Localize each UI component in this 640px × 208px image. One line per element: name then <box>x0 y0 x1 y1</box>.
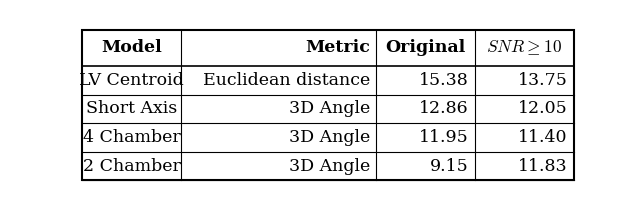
Text: 9.15: 9.15 <box>430 157 468 175</box>
Text: 11.83: 11.83 <box>518 157 568 175</box>
Text: Euclidean distance: Euclidean distance <box>203 72 370 89</box>
Text: Model: Model <box>102 39 163 56</box>
Text: 12.86: 12.86 <box>419 100 468 117</box>
Text: Original: Original <box>385 39 465 56</box>
Text: 12.05: 12.05 <box>518 100 568 117</box>
Text: Metric: Metric <box>305 39 370 56</box>
Text: Short Axis: Short Axis <box>86 100 177 117</box>
Text: 4 Chamber: 4 Chamber <box>83 129 180 146</box>
Text: 3D Angle: 3D Angle <box>289 100 370 117</box>
Text: 11.40: 11.40 <box>518 129 568 146</box>
Text: 3D Angle: 3D Angle <box>289 129 370 146</box>
Text: LV Centroid: LV Centroid <box>79 72 184 89</box>
Text: 3D Angle: 3D Angle <box>289 157 370 175</box>
Text: 13.75: 13.75 <box>518 72 568 89</box>
Text: 11.95: 11.95 <box>419 129 468 146</box>
Text: $SNR\geq 10$: $SNR\geq 10$ <box>486 38 562 57</box>
Text: 2 Chamber: 2 Chamber <box>83 157 181 175</box>
Text: 15.38: 15.38 <box>419 72 468 89</box>
